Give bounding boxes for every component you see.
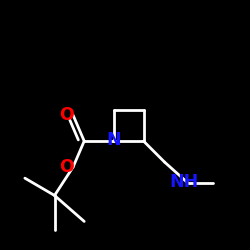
Text: O: O xyxy=(60,158,74,176)
Text: N: N xyxy=(106,131,121,149)
Text: NH: NH xyxy=(170,173,199,191)
Text: O: O xyxy=(60,106,74,124)
